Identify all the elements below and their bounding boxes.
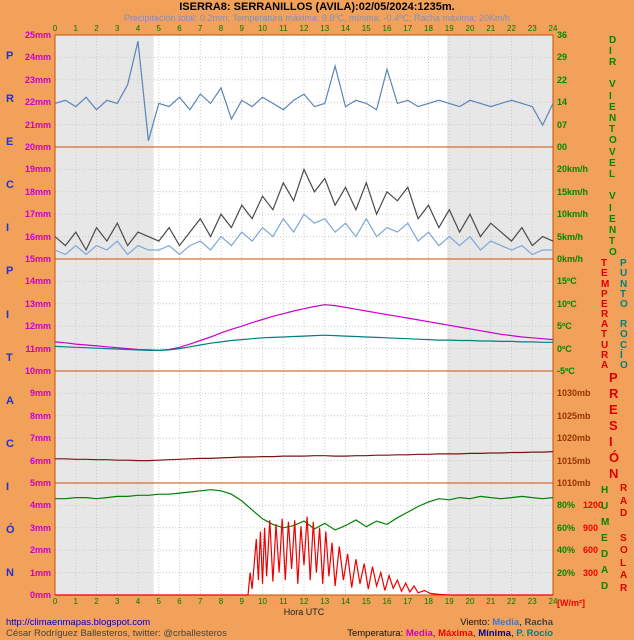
legend-item: Racha	[524, 617, 553, 628]
night-band	[55, 35, 154, 595]
legend-item: Mínima	[478, 628, 511, 639]
author-name: César Rodríguez Ballesteros, twitter:	[6, 628, 164, 639]
night-band	[447, 35, 553, 595]
legend-label: Temperatura:	[347, 628, 406, 639]
wind-legend: Viento: Media, Racha	[460, 617, 553, 628]
station-title: ISERRA8: SERRANILLOS (AVILA):02/05/2024:…	[179, 1, 455, 13]
legend-label: Viento:	[460, 617, 493, 628]
footer-row-1: http://climaenmapas.blogspot.com Viento:…	[6, 617, 553, 628]
daily-summary: Precipitación total: 0.2mm; Temperatura …	[123, 13, 511, 23]
legend-separator: ,	[510, 628, 517, 639]
legend-separator: ,	[432, 628, 439, 639]
series-presion	[55, 451, 554, 462]
twitter-handle: @crballesteros	[163, 628, 227, 639]
legend-item: Media	[492, 617, 520, 628]
legend-separator: ,	[472, 628, 479, 639]
series-radiacion-solar	[55, 516, 553, 596]
series-direccion-viento	[54, 41, 554, 141]
legend-item: Media	[405, 628, 433, 639]
series-racha-viento	[54, 167, 554, 252]
blog-link[interactable]: http://climaenmapas.blogspot.com	[6, 617, 151, 628]
x-axis-title: Hora UTC	[283, 607, 325, 617]
footer-row-2: César Rodríguez Ballesteros, twitter: @c…	[6, 628, 553, 639]
legend-item: P. Rocío	[516, 628, 553, 639]
series-punto-rocio	[54, 334, 553, 351]
legend-separator: ,	[519, 617, 525, 628]
temperature-legend: Temperatura: Media, Máxima, Mínima, P. R…	[347, 628, 553, 639]
author-credit: César Rodríguez Ballesteros, twitter: @c…	[6, 628, 227, 639]
legend-item: Máxima	[438, 628, 473, 639]
series-humedad	[55, 489, 554, 531]
series-media-viento	[54, 213, 553, 256]
